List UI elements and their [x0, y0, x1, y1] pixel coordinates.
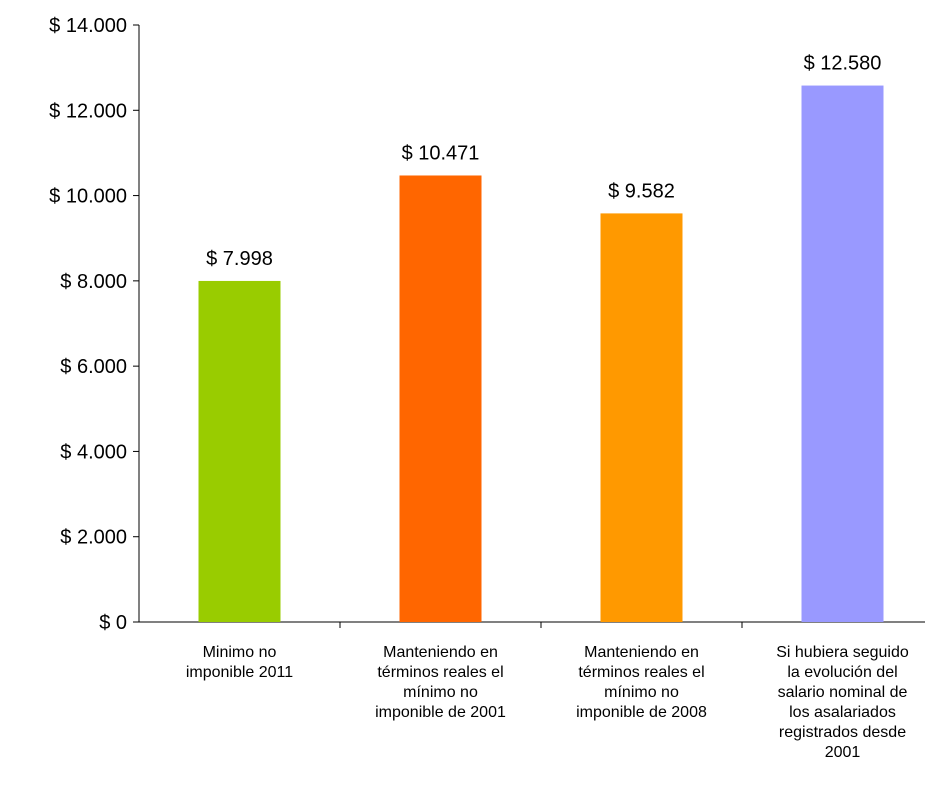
category-label-line: imponible 2011 — [186, 664, 293, 681]
category-label-line: la evolución del — [787, 664, 897, 681]
data-label: $ 7.998 — [206, 248, 273, 270]
category-label-line: términos reales el — [578, 664, 704, 681]
category-label: Minimo no imponible 2011 — [186, 644, 293, 681]
x-axis — [139, 621, 925, 628]
category-label-line: registrados desde — [779, 724, 906, 741]
category-label: Manteniendo en términos reales el mínimo n… — [576, 644, 707, 721]
y-tick-label: $ 8.000 — [60, 271, 127, 293]
category-label-line: Si hubiera seguido — [776, 644, 909, 661]
data-label: $ 12.580 — [804, 53, 882, 75]
bar — [801, 85, 884, 622]
category-label-line: imponible de 2008 — [576, 704, 707, 721]
y-tick-label: $ 6.000 — [60, 356, 127, 378]
category-label-line: mínimo no — [403, 684, 478, 701]
bar — [198, 280, 281, 622]
y-tick-label: $ 4.000 — [60, 441, 127, 463]
y-axis: $ 0 $ 2.000 $ 4.000 $ 6.000 $ 8.000 $ 10.000 $… — [49, 15, 140, 634]
category-label-line: 2001 — [825, 744, 861, 761]
y-tick-label: $ 0 — [99, 612, 127, 634]
y-tick-label: $ 14.000 — [49, 15, 127, 37]
bars — [198, 85, 884, 623]
category-label: Si hubiera seguido la evolución del salari… — [776, 644, 909, 761]
data-labels: $ 7.998 $ 10.471 $ 9.582 $ 12.580 — [206, 53, 881, 270]
bar — [600, 213, 683, 622]
category-labels: Minimo no imponible 2011 Manteniendo en tér… — [186, 644, 909, 761]
category-label-line: Manteniendo en — [584, 644, 699, 661]
category-label-line: Minimo no — [203, 644, 277, 661]
y-tick-label: $ 10.000 — [49, 186, 127, 208]
category-label-line: los asalariados — [789, 704, 896, 721]
category-label-line: imponible de 2001 — [375, 704, 506, 721]
y-tick-label: $ 12.000 — [49, 100, 127, 122]
category-label-line: salario nominal de — [778, 684, 908, 701]
bar — [399, 175, 482, 623]
data-label: $ 10.471 — [402, 142, 480, 164]
data-label: $ 9.582 — [608, 180, 675, 202]
category-label-line: Manteniendo en — [383, 644, 498, 661]
category-label-line: términos reales el — [377, 664, 503, 681]
category-label-line: mínimo no — [604, 684, 679, 701]
category-label: Manteniendo en términos reales el mínimo n… — [375, 644, 506, 721]
y-tick-label: $ 2.000 — [60, 527, 127, 549]
